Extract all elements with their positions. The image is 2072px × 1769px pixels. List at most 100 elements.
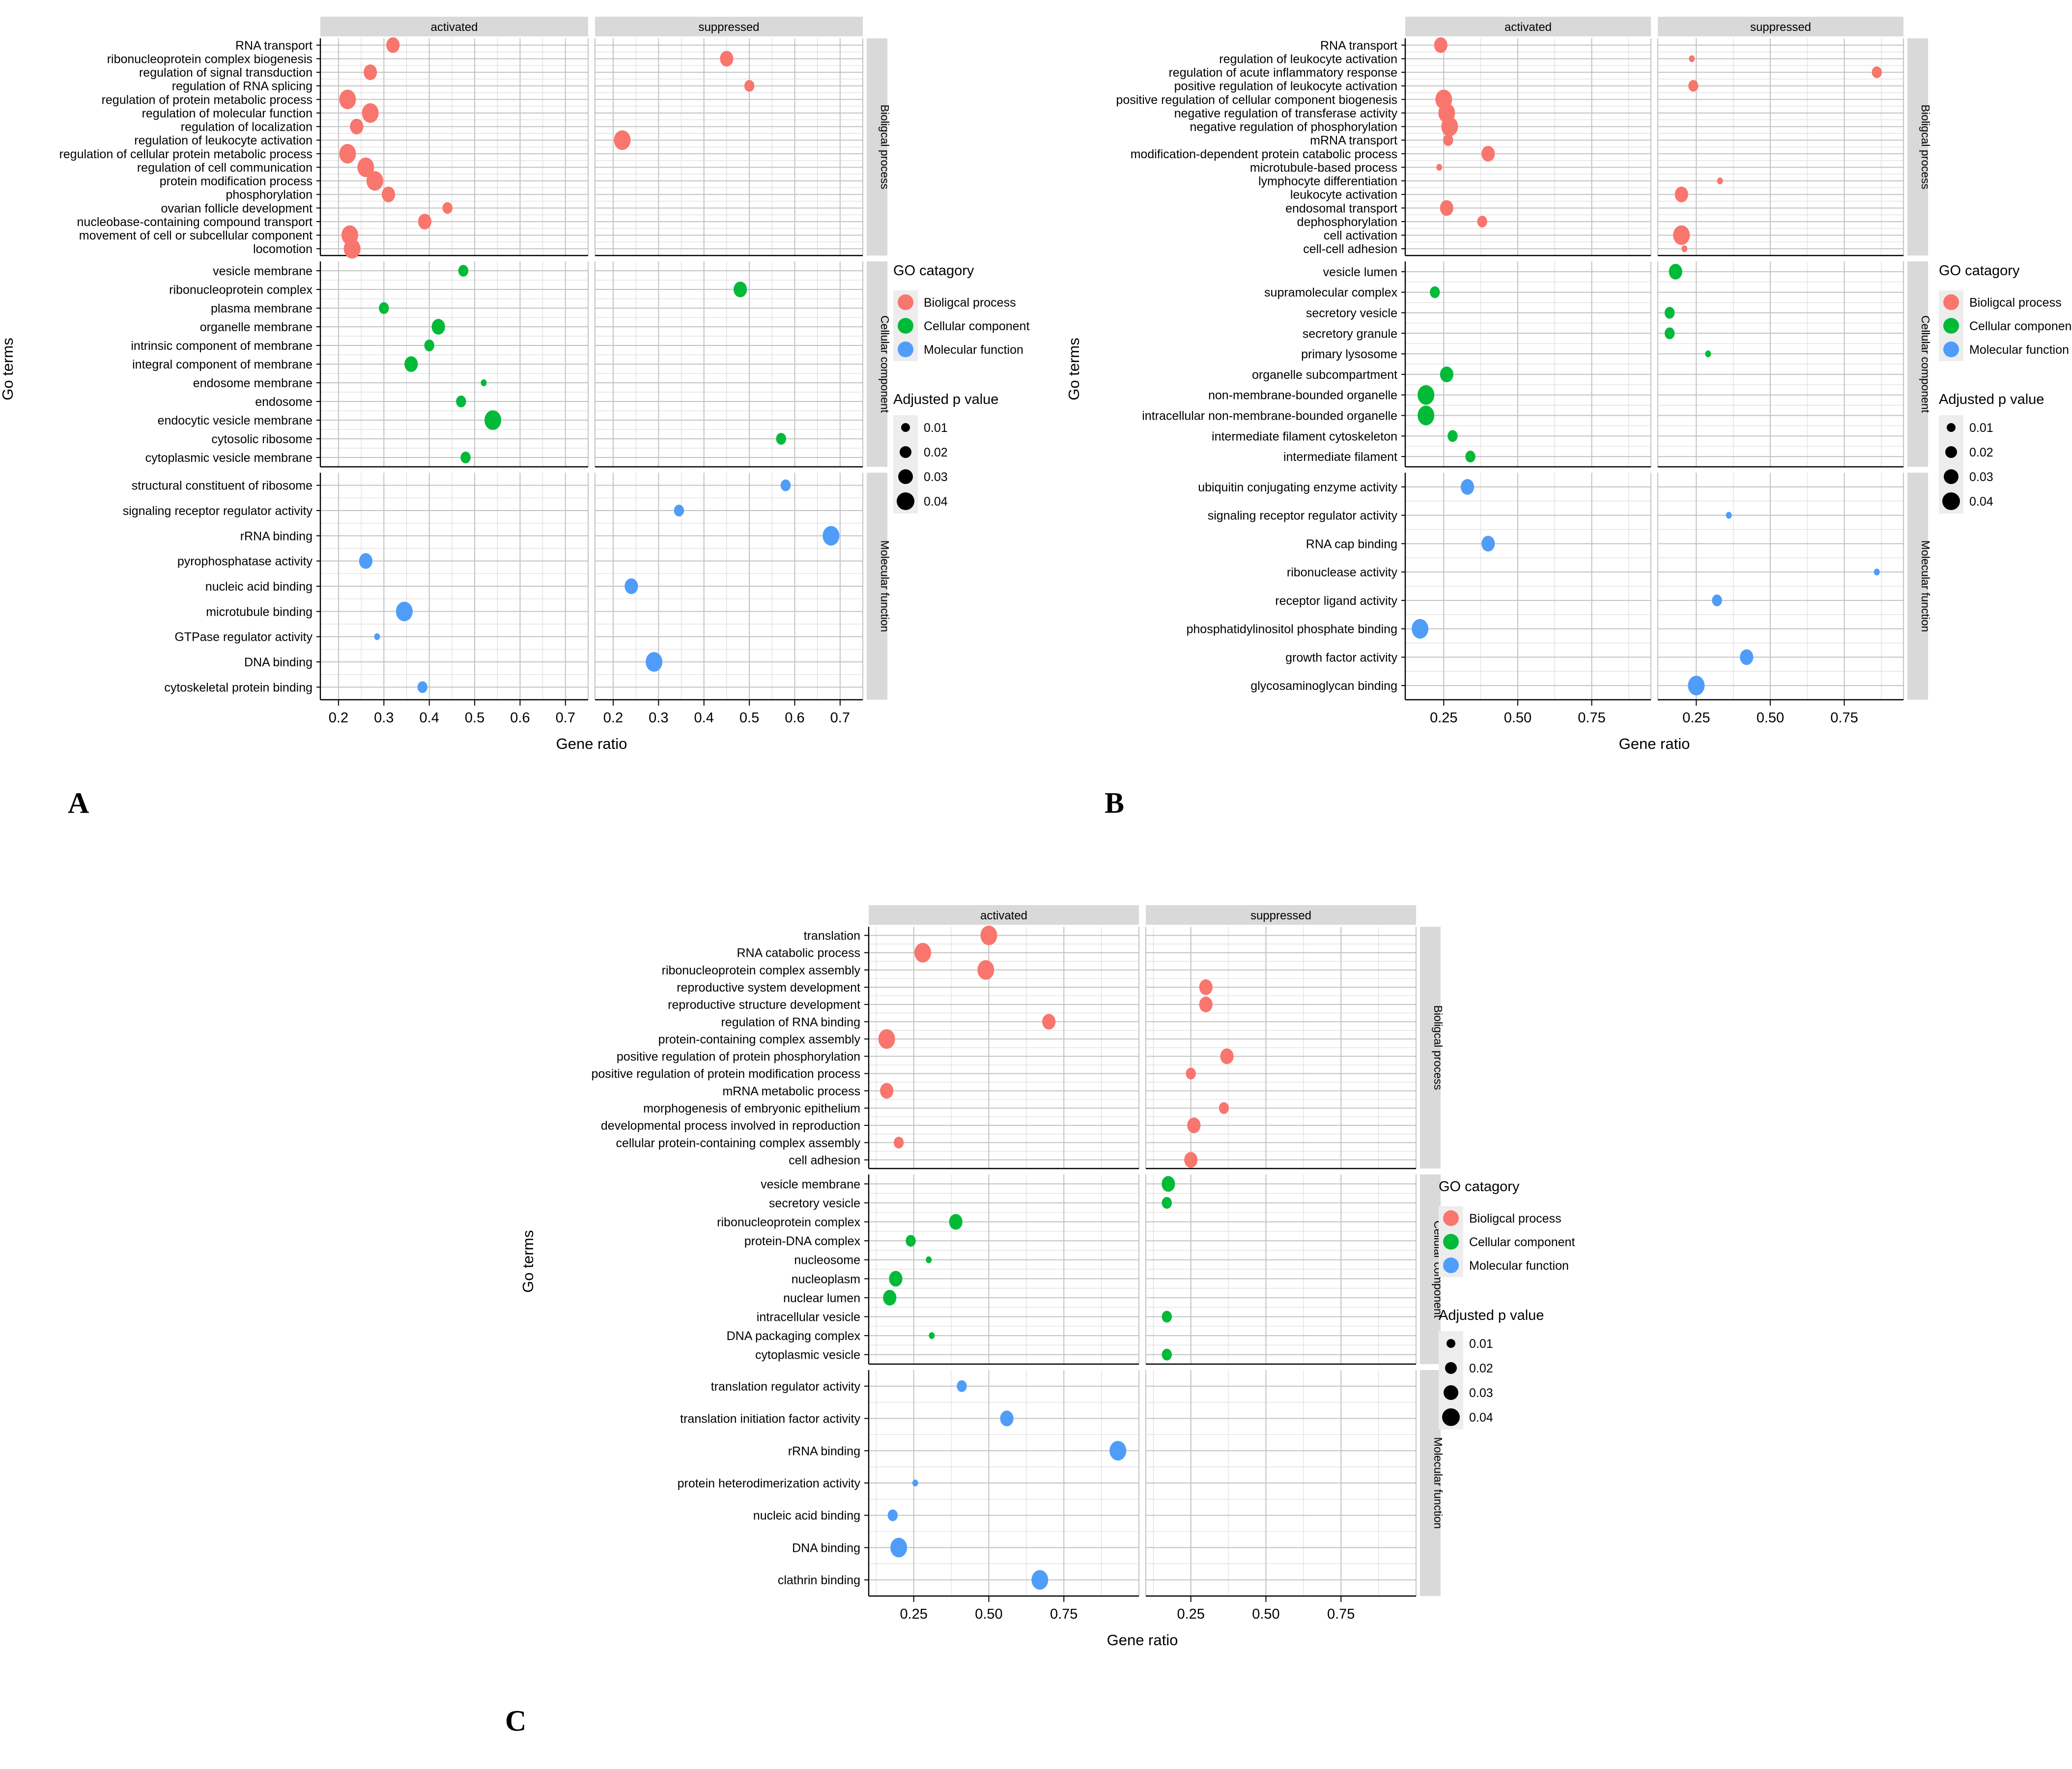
legend-go-swatch — [1943, 294, 1959, 310]
legend-pvalue-title: Adjusted p value — [1439, 1308, 1544, 1323]
legend-pvalue-label: 0.03 — [1469, 1386, 1493, 1400]
data-point — [339, 89, 356, 110]
legend-pvalue-swatch — [1942, 492, 1960, 510]
data-point — [926, 1256, 932, 1263]
term-label: intermediate filament — [1283, 450, 1397, 464]
data-point — [646, 652, 663, 672]
legend-pvalue-swatch — [898, 469, 913, 484]
data-point — [357, 157, 374, 177]
term-label: regulation of RNA splicing — [172, 80, 312, 93]
data-point — [949, 1214, 963, 1230]
data-point — [1726, 512, 1732, 519]
term-label: developmental process involved in reprod… — [601, 1119, 860, 1133]
x-tick-label: 0.5 — [739, 710, 759, 726]
data-point — [1465, 451, 1476, 463]
data-point — [929, 1332, 935, 1340]
term-label: ubiquitin conjugating enzyme activity — [1198, 481, 1397, 494]
term-label: phosphatidylinositol phosphate binding — [1187, 623, 1398, 636]
data-point — [1220, 1048, 1234, 1064]
term-label: phosphorylation — [226, 188, 312, 202]
panel-c-letter: C — [505, 1705, 527, 1737]
term-label: growth factor activity — [1285, 651, 1397, 664]
x-axis-title: Gene ratio — [556, 735, 627, 752]
category-strip — [1420, 1174, 1441, 1364]
legend-go-swatch — [1443, 1257, 1459, 1273]
term-label: DNA packaging complex — [727, 1329, 861, 1343]
term-label: mRNA metabolic process — [722, 1084, 860, 1098]
data-point — [614, 130, 631, 150]
data-point — [883, 1289, 897, 1306]
x-tick-label: 0.4 — [694, 710, 714, 726]
legend-pvalue-label: 0.01 — [1469, 1337, 1493, 1351]
data-point — [418, 213, 432, 229]
x-tick-label: 0.75 — [1830, 710, 1858, 726]
term-label: intrinsic component of membrane — [131, 339, 312, 353]
data-point — [1434, 37, 1448, 53]
data-point — [1219, 1102, 1229, 1114]
term-label: regulation of leukocyte activation — [1219, 52, 1397, 66]
term-label: leukocyte activation — [1290, 188, 1397, 202]
facet-strip-suppressed — [595, 17, 863, 36]
legend-pvalue-swatch — [1442, 1408, 1460, 1426]
data-point — [1162, 1176, 1175, 1192]
data-point — [1162, 1197, 1172, 1209]
x-tick-label: 0.6 — [785, 710, 804, 726]
term-label: secretory granule — [1303, 327, 1397, 341]
facet-strip-suppressed — [1146, 905, 1416, 925]
facet-strip-label: activated — [430, 21, 478, 34]
data-point — [381, 186, 396, 202]
term-label: secretory vesicle — [769, 1197, 860, 1210]
term-label: endosome membrane — [193, 376, 312, 390]
data-point — [1199, 997, 1213, 1013]
data-point — [1481, 536, 1495, 552]
data-point — [624, 578, 638, 594]
term-label: locomotion — [253, 242, 312, 256]
term-label: protein-DNA complex — [744, 1234, 861, 1248]
term-label: ovarian follicle development — [161, 201, 312, 215]
category-strip-label: Molecular function — [879, 541, 891, 632]
data-point — [396, 601, 413, 622]
legend-go-title: GO catagory — [1439, 1179, 1520, 1195]
term-label: DNA binding — [244, 656, 312, 669]
term-label: cell adhesion — [789, 1153, 860, 1167]
x-axis-title: Gene ratio — [1107, 1631, 1178, 1649]
category-strip-label: Cellular component — [879, 315, 891, 413]
data-point — [674, 505, 684, 516]
term-label: negative regulation of transferase activ… — [1174, 107, 1398, 120]
term-label: intracellular non-membrane-bounded organ… — [1142, 409, 1397, 423]
data-point — [1042, 1014, 1056, 1030]
data-point — [456, 396, 466, 407]
category-strip — [1907, 38, 1928, 256]
x-tick-label: 0.75 — [1578, 710, 1605, 726]
data-point — [1436, 164, 1443, 171]
data-point — [1441, 116, 1458, 137]
data-point — [914, 942, 931, 963]
x-tick-label: 0.50 — [1757, 710, 1784, 726]
term-label: ribonucleoprotein complex — [717, 1216, 860, 1229]
data-point — [1031, 1570, 1049, 1590]
data-point — [350, 118, 364, 135]
legend-go-swatch — [898, 318, 913, 334]
term-label: positive regulation of cellular componen… — [1116, 93, 1397, 107]
panel-a-letter: A — [68, 787, 89, 819]
term-label: regulation of RNA binding — [721, 1015, 860, 1029]
term-label: cellular protein-containing complex asse… — [616, 1136, 861, 1150]
category-strip — [1420, 927, 1441, 1169]
term-label: cytoplasmic vesicle membrane — [145, 451, 312, 465]
data-point — [417, 681, 428, 693]
data-point — [1688, 80, 1699, 92]
category-strip-label: Bioligcal process — [879, 105, 891, 190]
facet-strip-activated — [320, 17, 588, 36]
x-tick-label: 0.3 — [374, 710, 394, 726]
x-tick-label: 0.6 — [510, 710, 530, 726]
facet-strip-label: suppressed — [1750, 21, 1811, 34]
legend-pvalue-label: 0.01 — [924, 421, 948, 435]
category-strip — [1907, 261, 1928, 467]
data-point — [1418, 405, 1435, 426]
term-label: plasma membrane — [211, 302, 312, 315]
x-tick-label: 0.50 — [1252, 1606, 1279, 1622]
data-point — [431, 319, 445, 335]
category-strip — [867, 473, 887, 700]
x-tick-label: 0.3 — [649, 710, 668, 726]
